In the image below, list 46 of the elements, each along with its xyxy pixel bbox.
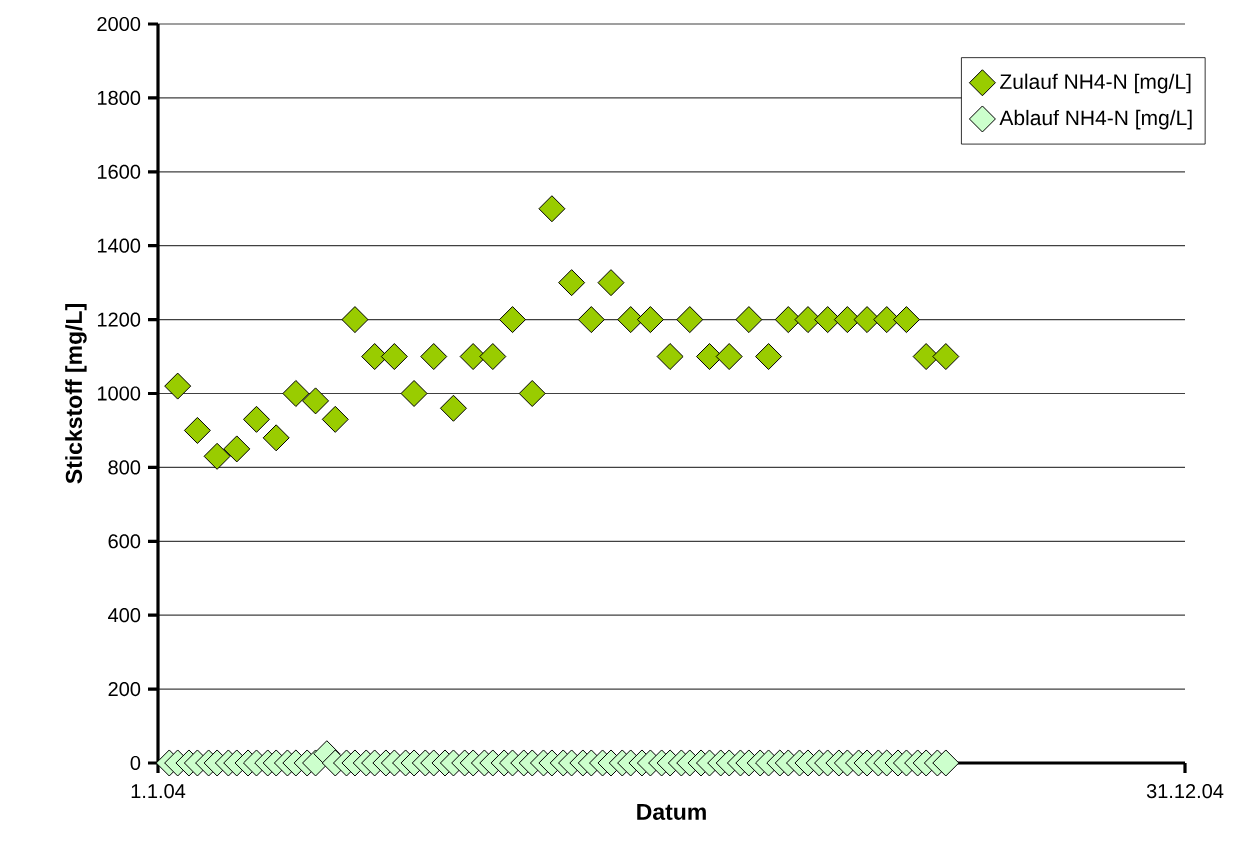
point [538,195,566,223]
point [755,343,783,371]
point [518,379,546,407]
point [203,442,231,470]
legend-label: Zulauf NH4-N [mg/L] [1000,73,1191,94]
x-tick-label: 31.12.04 [1146,784,1224,799]
y-tick-label: 400 [108,608,141,623]
point [676,306,704,334]
y-tick-label: 800 [108,460,141,475]
point [321,405,349,433]
legend-label: Ablauf NH4-N [mg/L] [999,109,1192,130]
point [380,343,408,371]
y-tick-label: 1600 [97,164,141,179]
point [400,379,428,407]
y-tick-label: 1800 [97,90,141,105]
point [242,405,270,433]
point [656,343,684,371]
y-axis-title: Stickstoff [mg/L] [65,304,87,484]
point [735,306,763,334]
point [223,435,251,463]
point [183,416,211,444]
y-tick-label: 1200 [97,312,141,327]
point [302,387,330,415]
point [499,306,527,334]
y-tick-label: 2000 [97,16,141,32]
y-tick-label: 1000 [97,386,141,401]
point [420,343,448,371]
point [262,424,290,452]
point [282,379,310,407]
point [932,343,960,371]
y-tick-label: 200 [108,682,141,697]
point [164,372,192,400]
point [439,394,467,422]
point [479,343,507,371]
point [577,306,605,334]
y-tick-label: 1400 [97,238,141,253]
point [636,306,664,334]
x-axis-title: Datum [637,803,706,820]
point [892,306,920,334]
y-tick-label: 0 [130,755,141,771]
point [558,269,586,297]
point [597,269,625,297]
x-tick-label: 1.1.04 [131,784,186,799]
point [341,306,369,334]
y-tick-label: 600 [108,534,141,549]
point [715,343,743,371]
